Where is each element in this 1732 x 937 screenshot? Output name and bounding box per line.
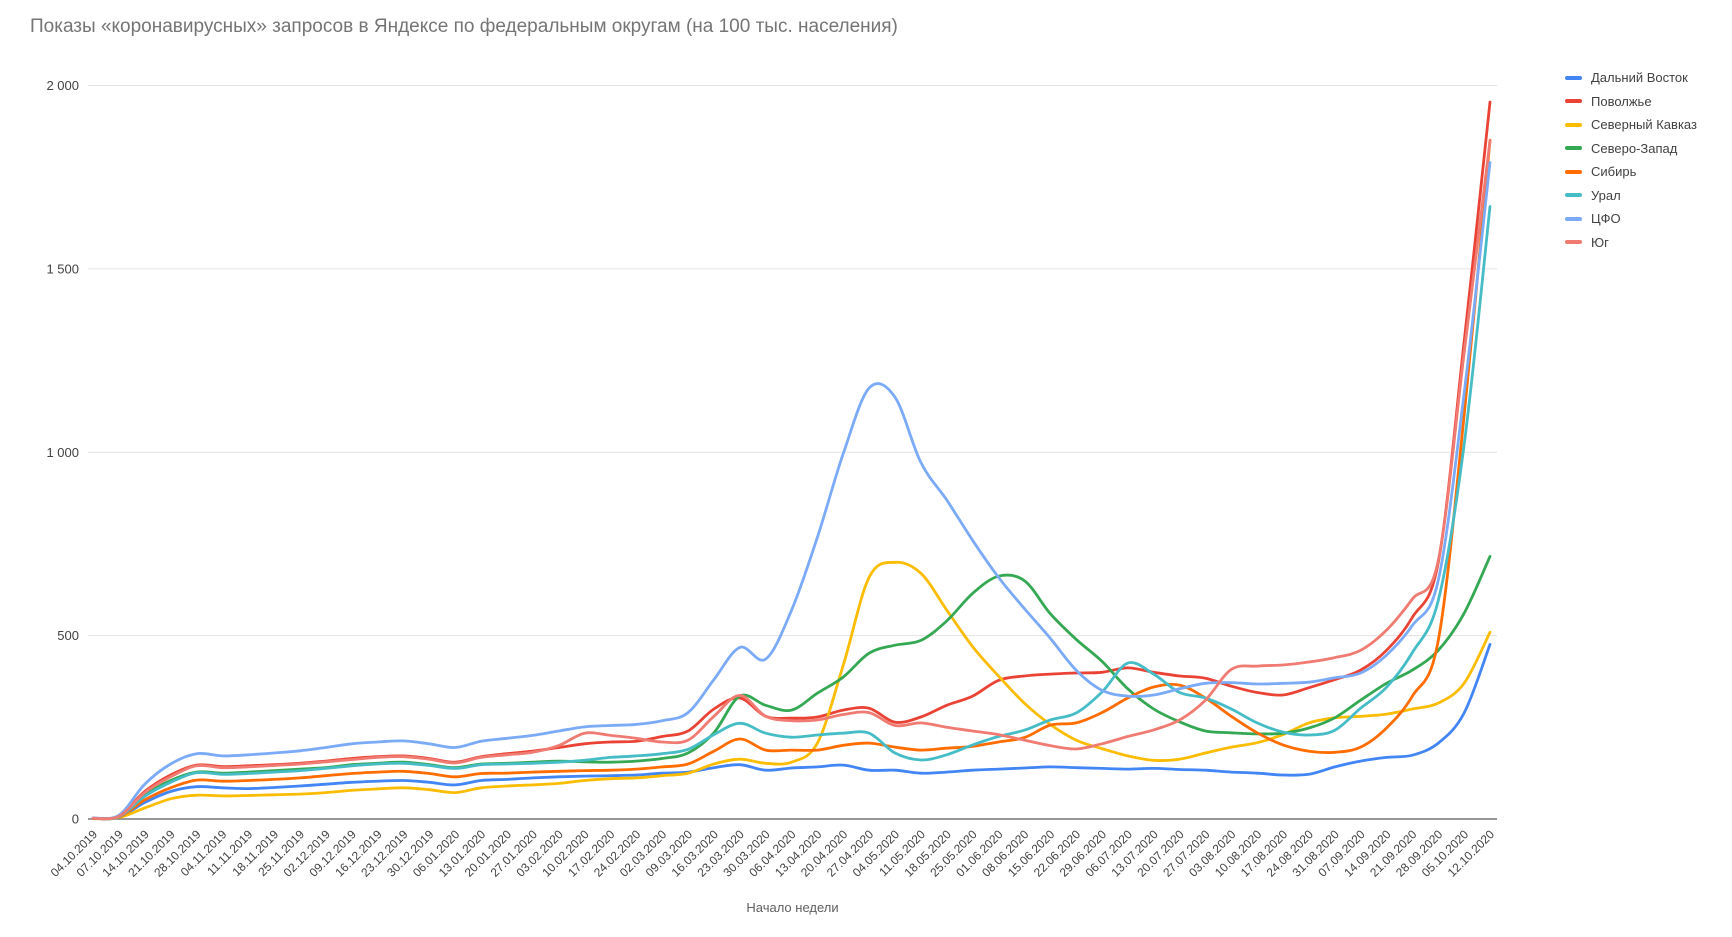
chart-legend: Дальний Восток Поволжье Северный Кавказ Сев… — [1565, 66, 1697, 254]
legend-swatch-yug — [1565, 240, 1582, 245]
legend-swatch-siberia — [1565, 169, 1582, 174]
legend-swatch-ural — [1565, 193, 1582, 198]
legend-label: Юг — [1591, 234, 1609, 250]
y-tick-label: 0 — [72, 812, 79, 827]
legend-label: Северный Кавказ — [1591, 117, 1697, 133]
legend-swatch-volga — [1565, 99, 1582, 104]
legend-swatch-north-caucasus — [1565, 122, 1582, 127]
series-line-siberia[interactable] — [91, 138, 1492, 821]
legend-label: Северо-Запад — [1591, 140, 1678, 156]
legend-label: Сибирь — [1591, 164, 1637, 180]
chart-title: Показы «коронавирусных» запросов в Яндек… — [30, 16, 898, 37]
legend-swatch-far-east — [1565, 75, 1582, 80]
series-line-cfo[interactable] — [91, 161, 1492, 820]
series-line-north-west[interactable] — [91, 555, 1492, 821]
legend-item-north-west[interactable]: Северо-Запад — [1565, 137, 1697, 161]
y-tick-label: 1 500 — [46, 261, 79, 276]
legend-label: ЦФО — [1591, 211, 1621, 227]
legend-item-cfo[interactable]: ЦФО — [1565, 207, 1697, 231]
series-line-yug[interactable] — [91, 139, 1492, 821]
legend-label: Урал — [1591, 187, 1621, 203]
legend-label: Поволжье — [1591, 93, 1652, 109]
legend-label: Дальний Восток — [1591, 70, 1688, 86]
series-line-far-east[interactable] — [91, 643, 1492, 821]
legend-item-siberia[interactable]: Сибирь — [1565, 160, 1697, 184]
legend-item-north-caucasus[interactable]: Северный Кавказ — [1565, 113, 1697, 137]
y-tick-label: 2 000 — [46, 78, 79, 93]
legend-item-far-east[interactable]: Дальний Восток — [1565, 66, 1697, 90]
y-tick-label: 500 — [57, 628, 79, 643]
legend-item-ural[interactable]: Урал — [1565, 184, 1697, 208]
legend-swatch-north-west — [1565, 146, 1582, 151]
x-axis-title: Начало недели — [746, 900, 838, 915]
y-tick-label: 1 000 — [46, 445, 79, 460]
legend-swatch-cfo — [1565, 216, 1582, 221]
legend-item-yug[interactable]: Юг — [1565, 231, 1697, 255]
legend-item-volga[interactable]: Поволжье — [1565, 90, 1697, 114]
series-line-north-caucasus[interactable] — [91, 560, 1492, 821]
series-line-ural[interactable] — [91, 205, 1492, 821]
